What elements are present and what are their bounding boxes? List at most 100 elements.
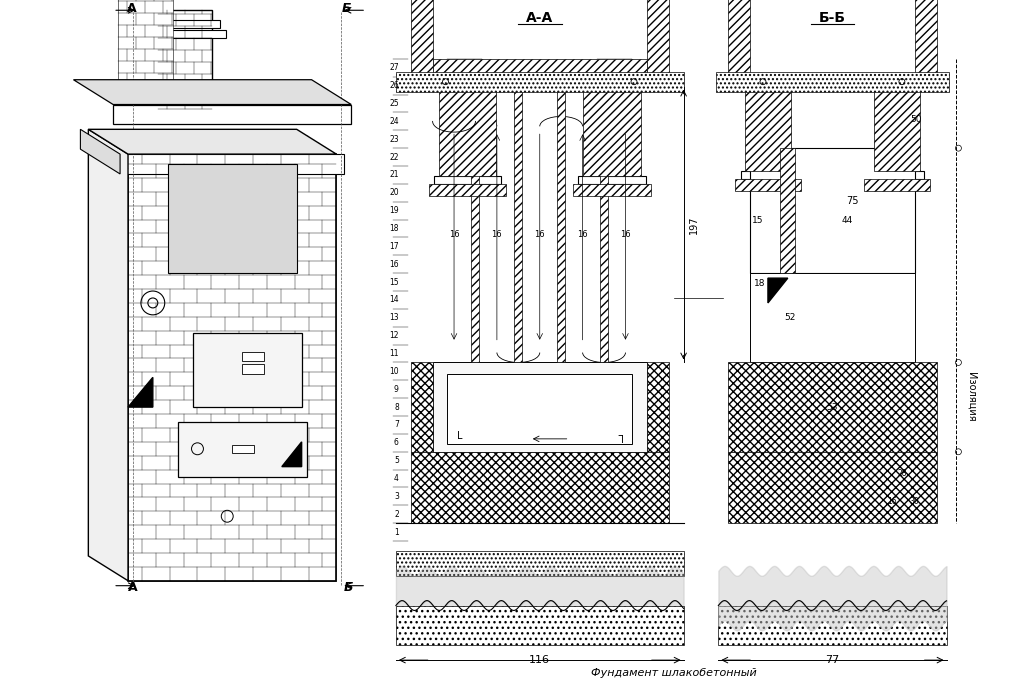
Polygon shape — [282, 442, 301, 466]
Text: 30: 30 — [910, 497, 919, 506]
Bar — [735, 179, 801, 191]
Bar — [583, 87, 641, 176]
Bar — [433, 59, 646, 87]
Bar — [874, 87, 919, 171]
Bar — [864, 179, 929, 191]
Text: 19: 19 — [389, 206, 399, 215]
Text: Б-Б: Б-Б — [818, 12, 846, 25]
Bar — [646, 363, 669, 452]
Bar — [439, 87, 496, 176]
Text: 75: 75 — [846, 196, 858, 205]
Bar — [471, 87, 479, 363]
Bar — [168, 171, 296, 179]
Bar — [514, 87, 522, 363]
Text: 16: 16 — [492, 230, 502, 239]
Bar — [750, 273, 915, 363]
Bar — [120, 154, 344, 174]
Bar — [177, 422, 306, 477]
Text: 77: 77 — [826, 655, 840, 665]
Bar — [396, 72, 684, 92]
Bar — [128, 154, 336, 581]
Bar — [915, 0, 937, 89]
Polygon shape — [89, 129, 128, 581]
Text: L: L — [617, 431, 622, 441]
Bar — [411, 363, 433, 452]
Bar — [750, 148, 915, 273]
Text: 20: 20 — [389, 188, 399, 197]
Bar — [118, 0, 173, 85]
Text: 16: 16 — [534, 230, 545, 239]
Bar — [870, 171, 923, 179]
Bar — [780, 148, 795, 273]
Text: 26: 26 — [389, 81, 399, 90]
Text: 197: 197 — [688, 216, 698, 234]
Text: 15: 15 — [389, 277, 399, 287]
Text: 18: 18 — [389, 224, 399, 233]
Text: 16: 16 — [577, 230, 588, 239]
Text: 11: 11 — [389, 349, 399, 358]
Bar — [441, 457, 639, 518]
Text: 15: 15 — [752, 216, 764, 225]
Text: А-А: А-А — [526, 12, 554, 25]
Bar — [728, 363, 937, 452]
Bar — [158, 10, 213, 109]
Bar — [882, 87, 912, 171]
Text: 16: 16 — [389, 260, 399, 268]
Text: 10: 10 — [389, 367, 399, 376]
Text: Б: Б — [342, 2, 351, 15]
Bar — [741, 171, 795, 179]
Text: 22: 22 — [389, 153, 399, 161]
Bar — [396, 551, 684, 576]
Text: 3: 3 — [394, 492, 399, 501]
Text: 16: 16 — [449, 230, 459, 239]
Text: 6: 6 — [394, 439, 399, 447]
Text: 28: 28 — [897, 468, 907, 478]
Bar — [717, 72, 949, 92]
Bar — [448, 374, 632, 444]
Bar — [434, 176, 501, 184]
Bar — [144, 30, 226, 38]
Bar — [192, 333, 301, 407]
Bar — [113, 104, 351, 124]
Bar — [578, 176, 645, 184]
Bar — [429, 184, 506, 196]
Bar — [150, 20, 220, 28]
Bar — [728, 452, 937, 523]
Bar — [449, 87, 487, 176]
Text: 16: 16 — [887, 497, 897, 506]
Bar — [719, 605, 947, 645]
Text: Б: Б — [343, 581, 353, 594]
Text: 4: 4 — [394, 474, 399, 483]
Bar — [745, 87, 791, 171]
Bar — [728, 0, 750, 89]
Text: 14: 14 — [389, 296, 399, 304]
Text: 44: 44 — [842, 216, 853, 225]
Bar — [573, 184, 651, 196]
Bar — [755, 455, 910, 520]
Text: 27: 27 — [389, 63, 399, 73]
Polygon shape — [73, 80, 351, 104]
Text: А: А — [128, 581, 137, 594]
Bar — [411, 0, 433, 89]
Text: 21: 21 — [389, 170, 399, 180]
Bar — [242, 352, 264, 361]
Text: 50: 50 — [910, 115, 921, 124]
Text: 12: 12 — [389, 331, 399, 340]
Bar — [646, 0, 669, 89]
Bar — [232, 445, 254, 453]
Bar — [168, 164, 296, 273]
Bar — [753, 87, 783, 171]
Text: 1: 1 — [394, 527, 399, 536]
Text: 9: 9 — [394, 384, 399, 394]
Text: Фундамент шлакобетонный: Фундамент шлакобетонный — [590, 668, 756, 678]
Bar — [411, 452, 669, 523]
Text: 18: 18 — [754, 279, 766, 287]
Text: 16: 16 — [620, 230, 631, 239]
Text: 116: 116 — [529, 655, 551, 665]
Bar — [433, 363, 646, 452]
Text: 5: 5 — [394, 456, 399, 465]
Text: 25: 25 — [389, 99, 399, 108]
Bar — [396, 605, 684, 645]
Bar — [593, 87, 631, 176]
Text: 53: 53 — [827, 403, 838, 412]
